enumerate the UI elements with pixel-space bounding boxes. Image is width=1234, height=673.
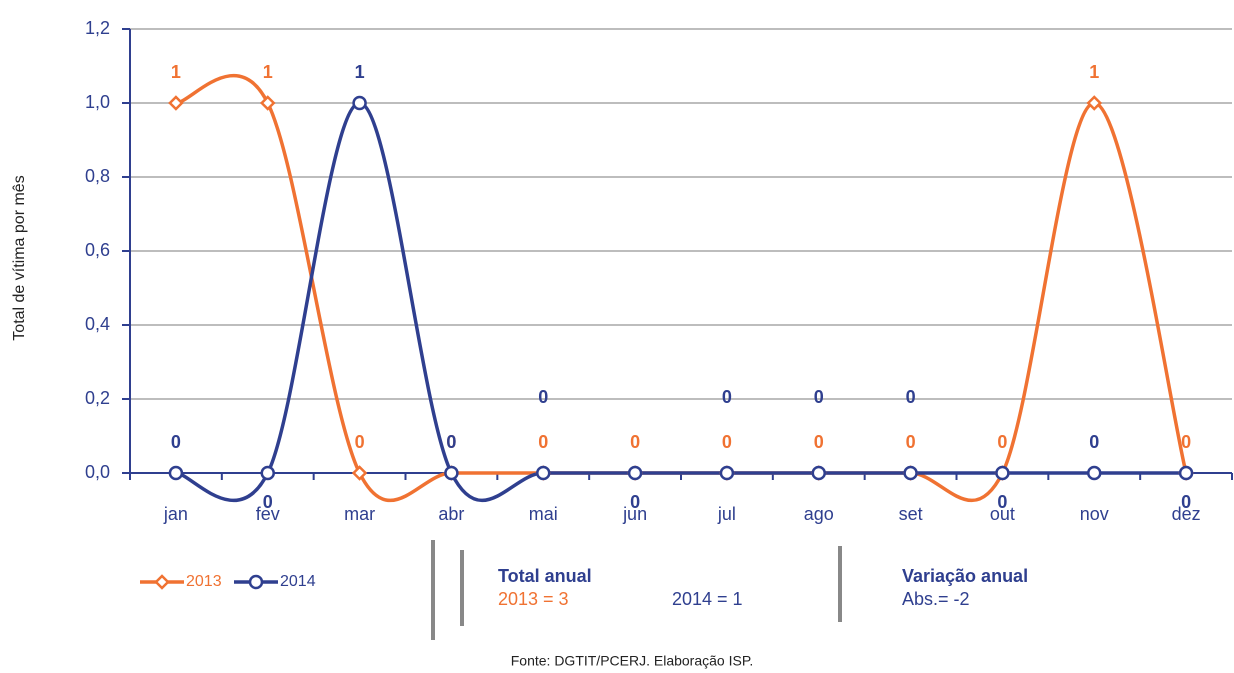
x-tick-label: abr xyxy=(438,504,464,524)
marker xyxy=(719,465,735,481)
data-label: 0 xyxy=(538,432,548,452)
marker xyxy=(351,465,368,481)
data-label: 0 xyxy=(814,432,824,452)
data-label: 0 xyxy=(263,492,273,512)
marker xyxy=(259,95,276,111)
data-label: 0 xyxy=(630,492,640,512)
x-tick-label: mai xyxy=(529,504,558,524)
legend-label: 2014 xyxy=(280,573,316,590)
data-label: 1 xyxy=(1089,62,1099,82)
marker xyxy=(536,465,551,481)
marker xyxy=(995,465,1010,481)
divider xyxy=(460,550,464,626)
data-label: 0 xyxy=(171,432,181,452)
marker xyxy=(811,465,826,481)
data-label: 0 xyxy=(906,387,916,407)
marker xyxy=(1178,465,1194,481)
total-title: Total anual xyxy=(498,566,592,586)
series-line xyxy=(175,101,1187,503)
data-label: 0 xyxy=(538,387,548,407)
source: Fonte: DGTIT/PCERJ. Elaboração ISP. xyxy=(511,653,754,669)
x-tick-label: dez xyxy=(1172,504,1201,524)
series-line xyxy=(175,73,1188,503)
y-tick-label: 0,4 xyxy=(85,314,110,334)
marker xyxy=(1086,95,1103,111)
data-label: 0 xyxy=(1181,432,1191,452)
x-tick-label: ago xyxy=(804,504,834,524)
marker xyxy=(903,465,918,481)
data-label: 0 xyxy=(814,387,824,407)
y-tick-label: 1,0 xyxy=(85,92,110,112)
data-label: 1 xyxy=(171,62,181,82)
data-label: 0 xyxy=(630,432,640,452)
data-label: 0 xyxy=(997,492,1007,512)
marker xyxy=(352,95,367,111)
data-label: 0 xyxy=(722,432,732,452)
x-tick-label: nov xyxy=(1080,504,1109,524)
data-label: 1 xyxy=(355,62,365,82)
y-tick-label: 0,0 xyxy=(85,462,110,482)
y-tick-label: 0,6 xyxy=(85,240,110,260)
x-tick-label: jul xyxy=(717,504,736,524)
marker xyxy=(168,95,184,111)
data-label: 1 xyxy=(263,62,273,82)
y-tick-label: 0,8 xyxy=(85,166,110,186)
total-2014: 2014 = 1 xyxy=(672,589,743,609)
divider xyxy=(431,540,435,640)
data-label: 0 xyxy=(446,432,456,452)
x-tick-label: jan xyxy=(163,504,188,524)
data-label: 0 xyxy=(1089,432,1099,452)
x-tick-label: set xyxy=(899,504,923,524)
total-2013: 2013 = 3 xyxy=(498,589,569,609)
data-label: 0 xyxy=(906,432,916,452)
data-label: 0 xyxy=(1181,492,1191,512)
legend-marker xyxy=(154,574,170,590)
x-tick-label: fev xyxy=(256,504,280,524)
legend-marker xyxy=(248,574,264,590)
divider xyxy=(838,546,842,622)
marker xyxy=(627,465,643,481)
data-label: 0 xyxy=(722,387,732,407)
x-tick-label: out xyxy=(990,504,1015,524)
y-tick-label: 1,2 xyxy=(85,18,110,38)
variation-abs: Abs.= -2 xyxy=(902,589,970,609)
y-tick-label: 0,2 xyxy=(85,388,110,408)
x-tick-label: jun xyxy=(622,504,647,524)
marker xyxy=(1087,465,1102,481)
y-axis-label: Total de vítima por mês xyxy=(11,175,28,340)
data-label: 0 xyxy=(997,432,1007,452)
x-tick-label: mar xyxy=(344,504,375,524)
marker xyxy=(168,465,184,481)
variation-title: Variação anual xyxy=(902,566,1028,586)
data-label: 0 xyxy=(446,432,456,452)
legend-label: 2013 xyxy=(186,573,222,590)
marker xyxy=(444,465,459,481)
data-label: 0 xyxy=(355,432,365,452)
marker xyxy=(260,465,275,481)
